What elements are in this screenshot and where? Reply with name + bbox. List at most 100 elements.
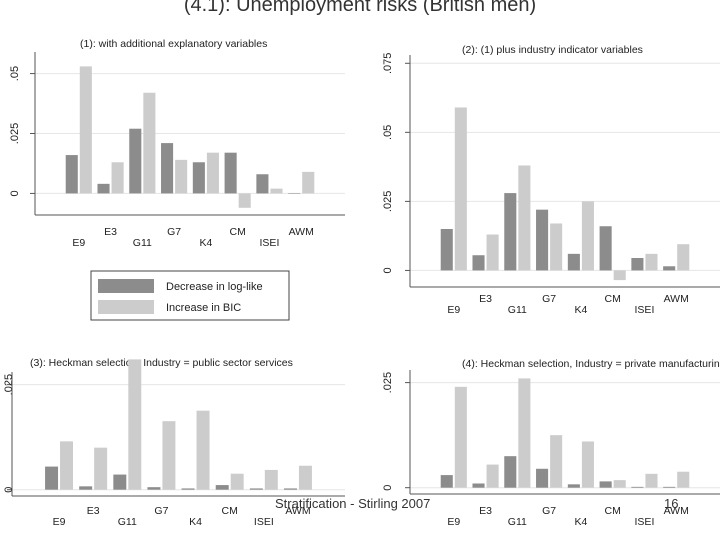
bar-e3-increase bbox=[94, 447, 108, 490]
x-category-label: E3 bbox=[479, 293, 492, 305]
bar-k4-increase bbox=[206, 152, 219, 194]
y-tick-label: .075 bbox=[382, 53, 394, 74]
bar-isei-decrease bbox=[256, 174, 269, 194]
bar-k4-decrease bbox=[192, 162, 205, 194]
bar-g7-decrease bbox=[161, 143, 174, 194]
x-category-label: K4 bbox=[199, 237, 212, 249]
x-category-label: ISEI bbox=[635, 516, 655, 528]
y-tick-label: 0 bbox=[382, 485, 394, 491]
x-category-label: ISEI bbox=[254, 516, 274, 528]
bar-g7-decrease bbox=[536, 209, 549, 271]
x-category-label: G11 bbox=[118, 516, 137, 528]
bar-k4-increase bbox=[581, 441, 594, 488]
page-number: 16 bbox=[664, 496, 679, 511]
x-category-label: AWM bbox=[289, 226, 314, 238]
legend-label-decrease: Decrease in log-like bbox=[166, 281, 263, 293]
x-category-label: E3 bbox=[87, 505, 100, 517]
y-tick-label: .05 bbox=[382, 125, 394, 140]
x-category-label: AWM bbox=[664, 293, 689, 305]
legend: Decrease in log-like Increase in BIC bbox=[90, 270, 290, 321]
x-category-label: ISEI bbox=[635, 304, 655, 316]
bar-g11-decrease bbox=[129, 128, 142, 194]
bar-e3-increase bbox=[486, 234, 499, 271]
bar-g7-increase bbox=[175, 159, 188, 194]
bar-g7-increase bbox=[162, 421, 176, 490]
bar-cm-increase bbox=[613, 270, 626, 281]
chart-title: (1): with additional explanatory variabl… bbox=[80, 38, 267, 50]
x-category-label: E9 bbox=[72, 237, 85, 249]
bar-g11-decrease bbox=[504, 456, 517, 488]
bar-k4-increase bbox=[581, 201, 594, 271]
bar-g11-increase bbox=[143, 92, 156, 194]
bar-cm-decrease bbox=[224, 152, 237, 194]
x-category-label: E3 bbox=[479, 505, 492, 517]
bar-e9-increase bbox=[79, 66, 92, 194]
chart-title: (2): (1) plus industry indicator variabl… bbox=[462, 44, 643, 56]
bar-g11-decrease bbox=[504, 193, 517, 271]
bar-isei-increase bbox=[270, 188, 283, 194]
bar-g7-increase bbox=[550, 435, 563, 488]
bar-cm-increase bbox=[613, 480, 626, 488]
x-category-label: G11 bbox=[133, 237, 152, 249]
x-category-label: G11 bbox=[508, 516, 527, 528]
y-tick-label: 0 bbox=[9, 190, 21, 196]
bar-cm-decrease bbox=[599, 481, 612, 488]
chart-panel-4: 0 .025 (4): Heckman selection, Industry = … bbox=[382, 358, 720, 528]
bar-cm-increase bbox=[238, 193, 251, 208]
x-category-label: G11 bbox=[508, 304, 527, 316]
legend-swatch-decrease bbox=[98, 279, 154, 293]
x-category-label: E9 bbox=[53, 516, 66, 528]
x-category-label: E9 bbox=[447, 304, 460, 316]
bar-awm-increase bbox=[677, 244, 690, 271]
bar-cm-decrease bbox=[599, 226, 612, 271]
x-category-label: CM bbox=[222, 505, 238, 517]
bar-isei-decrease bbox=[249, 488, 263, 490]
bar-g7-increase bbox=[550, 223, 563, 271]
chart-panel-1: 0 .025 .05 (1): with additional explanatory… bbox=[9, 38, 345, 249]
bar-isei-decrease bbox=[631, 486, 644, 488]
bar-g11-increase bbox=[128, 359, 142, 490]
y-tick-label: .05 bbox=[9, 66, 21, 81]
bar-e3-increase bbox=[486, 464, 499, 488]
bar-isei-increase bbox=[264, 469, 278, 490]
x-category-label: AWM bbox=[285, 505, 310, 517]
bar-awm-increase bbox=[677, 471, 690, 488]
bar-isei-increase bbox=[645, 473, 658, 488]
bar-awm-decrease bbox=[283, 488, 297, 490]
chart-panels: 0 .025 .05 (1): with additional explanatory… bbox=[3, 38, 720, 528]
x-category-label: G7 bbox=[542, 293, 556, 305]
bar-awm-increase bbox=[302, 171, 315, 194]
x-category-label: CM bbox=[604, 293, 620, 305]
bar-e9-increase bbox=[454, 107, 467, 271]
x-category-label: E9 bbox=[447, 516, 460, 528]
bar-isei-decrease bbox=[631, 258, 644, 271]
bar-awm-increase bbox=[298, 465, 312, 490]
bar-k4-decrease bbox=[567, 253, 580, 271]
y-tick-label: 0 bbox=[3, 487, 15, 493]
bar-e3-decrease bbox=[97, 183, 110, 194]
bar-e3-increase bbox=[111, 162, 124, 194]
bar-e3-decrease bbox=[472, 483, 485, 488]
bar-g11-increase bbox=[518, 165, 531, 271]
x-category-label: G7 bbox=[167, 226, 181, 238]
x-category-label: K4 bbox=[574, 516, 587, 528]
chart-panel-2: 0 .025 .05 .075 (2): (1) plus industry indic… bbox=[382, 44, 720, 316]
x-category-label: CM bbox=[229, 226, 245, 238]
x-category-label: K4 bbox=[189, 516, 202, 528]
bar-g11-increase bbox=[518, 378, 531, 488]
bar-cm-increase bbox=[230, 473, 244, 490]
x-category-label: G7 bbox=[154, 505, 168, 517]
x-category-label: E3 bbox=[104, 226, 117, 238]
x-category-label: CM bbox=[604, 505, 620, 517]
x-category-label: K4 bbox=[574, 304, 587, 316]
legend-swatch-increase bbox=[98, 300, 154, 314]
y-tick-label: 0 bbox=[382, 267, 394, 273]
bar-g11-decrease bbox=[113, 474, 127, 490]
bar-e9-increase bbox=[60, 441, 74, 490]
footer-text: Stratification - Stirling 2007 bbox=[275, 496, 431, 511]
chart-panel-3: 0 .025 (3): Heckman selection, Industry = … bbox=[3, 357, 345, 528]
bar-k4-decrease bbox=[567, 484, 580, 488]
bar-e9-increase bbox=[454, 386, 467, 488]
bar-awm-decrease bbox=[663, 486, 676, 488]
